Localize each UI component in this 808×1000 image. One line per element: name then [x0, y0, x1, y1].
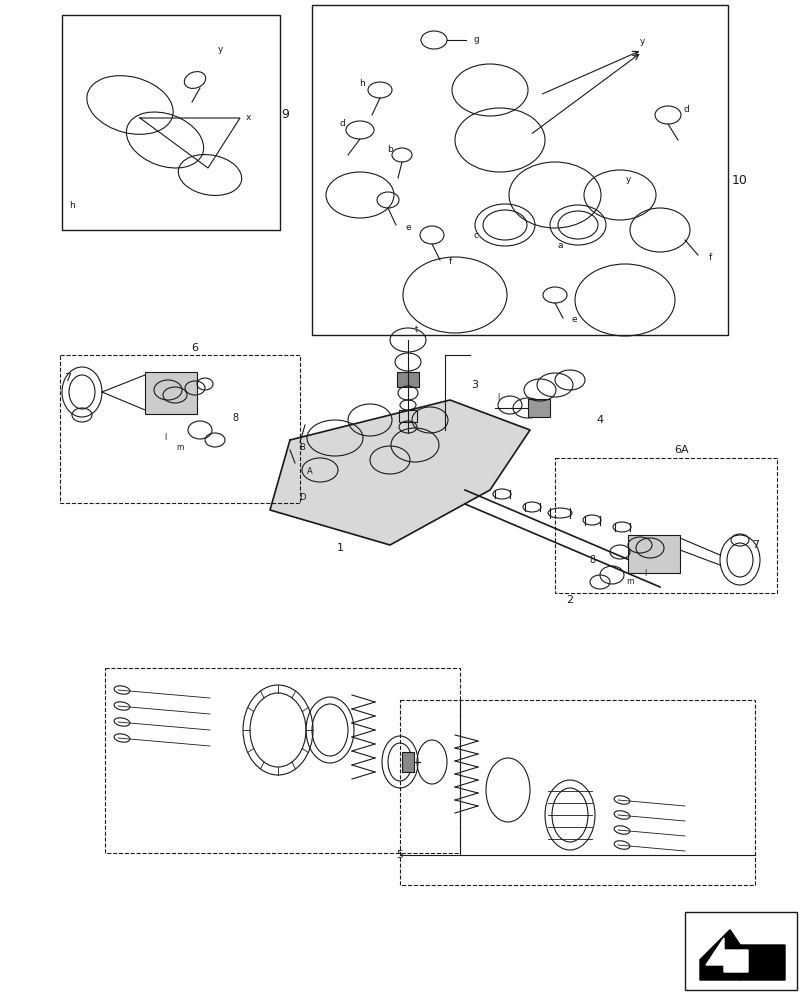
- Text: 6: 6: [191, 343, 199, 353]
- Text: 9: 9: [281, 108, 289, 121]
- Text: h: h: [69, 200, 75, 210]
- Polygon shape: [700, 930, 785, 980]
- Bar: [528, 399, 550, 417]
- Bar: [105, 668, 460, 853]
- Text: m: m: [176, 444, 183, 452]
- Text: B: B: [299, 442, 305, 452]
- Text: d: d: [683, 105, 689, 114]
- Text: t: t: [415, 326, 418, 334]
- Bar: [685, 912, 797, 990]
- Bar: [145, 372, 197, 414]
- Polygon shape: [270, 400, 530, 545]
- Text: b: b: [387, 145, 393, 154]
- Text: m: m: [626, 576, 633, 585]
- Text: x: x: [246, 113, 250, 122]
- Text: d: d: [339, 119, 345, 128]
- Text: y: y: [625, 176, 631, 184]
- Text: 2: 2: [566, 595, 574, 605]
- Text: f: f: [709, 253, 712, 262]
- Text: D: D: [299, 493, 305, 502]
- Bar: [402, 752, 414, 772]
- Text: 6A: 6A: [675, 445, 689, 455]
- Bar: [555, 458, 777, 593]
- Text: h: h: [359, 80, 365, 89]
- Text: 8: 8: [589, 555, 595, 565]
- Text: 5: 5: [397, 850, 403, 860]
- Text: 10: 10: [732, 174, 748, 186]
- Text: c: c: [473, 231, 478, 239]
- Text: e: e: [571, 316, 577, 324]
- Bar: [312, 5, 728, 335]
- Bar: [399, 410, 417, 422]
- Text: 7: 7: [65, 373, 72, 383]
- Text: l: l: [497, 393, 499, 402]
- Text: 8: 8: [232, 413, 238, 423]
- Text: 4: 4: [596, 415, 604, 425]
- Bar: [60, 355, 300, 503]
- Text: y: y: [639, 37, 645, 46]
- Text: g: g: [473, 35, 479, 44]
- Text: 7: 7: [752, 540, 760, 550]
- Bar: [62, 15, 280, 230]
- Bar: [397, 372, 419, 387]
- Text: A: A: [307, 468, 313, 477]
- Text: f: f: [448, 257, 452, 266]
- Bar: [400, 700, 755, 885]
- Text: a: a: [558, 240, 562, 249]
- Bar: [628, 535, 680, 573]
- Text: 3: 3: [472, 380, 478, 390]
- Text: y: y: [217, 45, 223, 54]
- Text: l: l: [164, 434, 166, 442]
- Text: e: e: [405, 224, 410, 232]
- Polygon shape: [706, 938, 748, 972]
- Polygon shape: [700, 930, 740, 980]
- Text: l: l: [644, 568, 646, 578]
- Text: 1: 1: [336, 543, 343, 553]
